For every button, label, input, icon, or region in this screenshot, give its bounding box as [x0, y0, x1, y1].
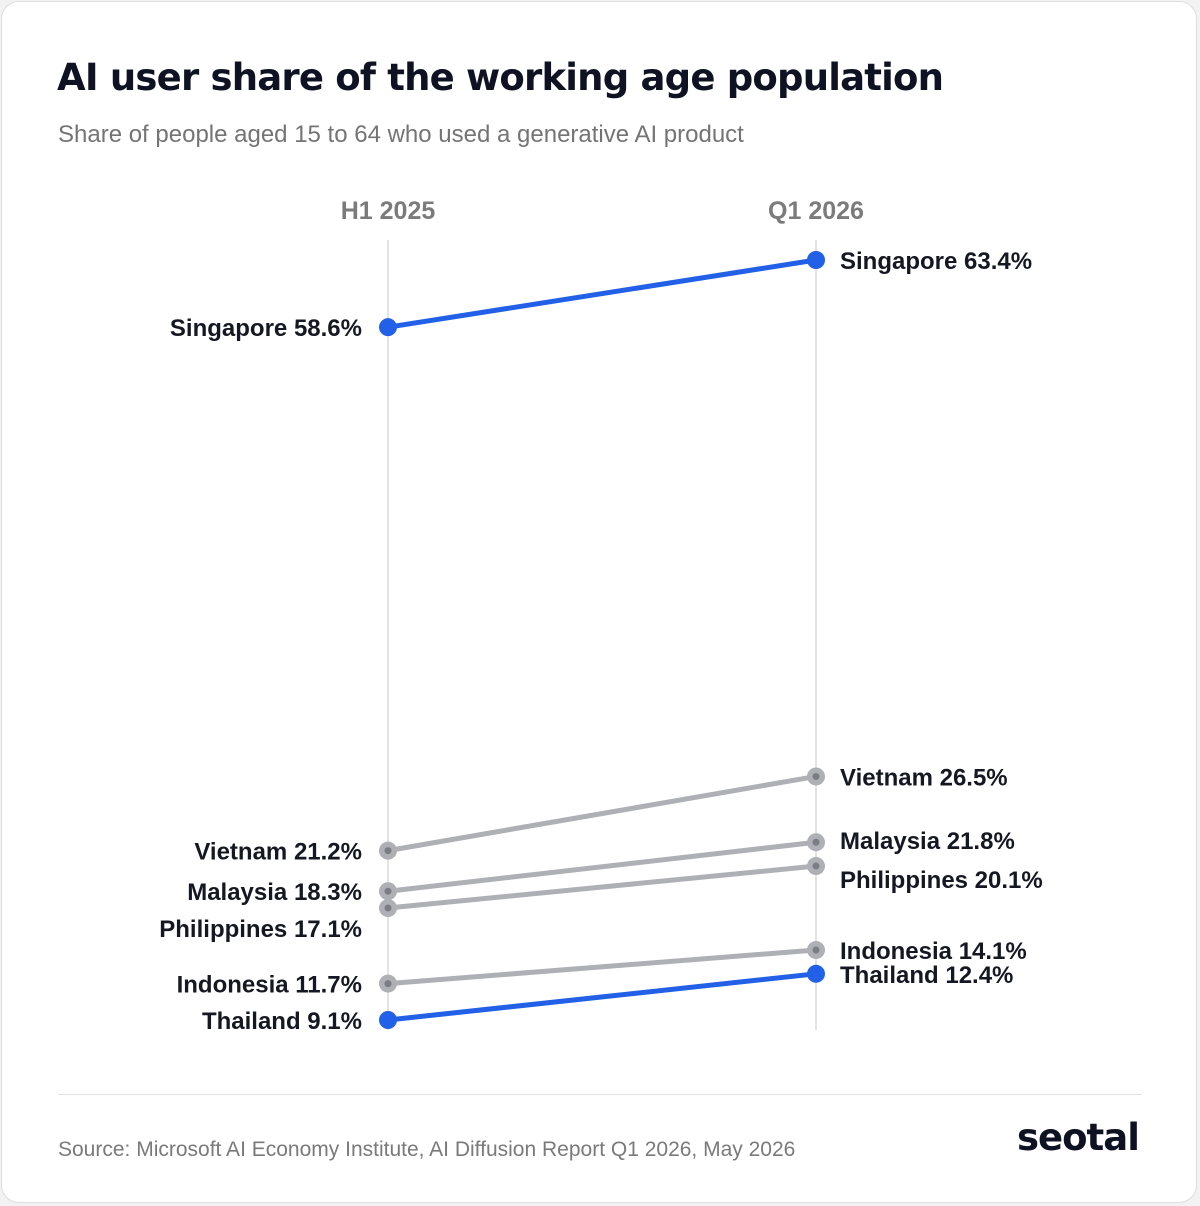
data-point-center-malaysia — [812, 838, 820, 846]
footer-divider — [58, 1094, 1142, 1095]
data-point-thailand-h1-2025 — [379, 1011, 397, 1029]
source-note: Source: Microsoft AI Economy Institute, … — [58, 1138, 796, 1161]
chart-title: AI user share of the working age populat… — [57, 56, 944, 99]
data-label-left: Singapore 58.6% — [170, 315, 362, 342]
series-line-singapore — [385, 257, 819, 330]
data-point-center-philippines — [384, 904, 392, 912]
data-point-center-indonesia — [384, 980, 392, 988]
data-point-center-vietnam — [812, 772, 820, 780]
data-label-left: Indonesia 11.7% — [177, 972, 362, 999]
data-label-right: Singapore 63.4% — [840, 248, 1032, 275]
data-point-center-philippines — [812, 862, 820, 870]
data-point-singapore-q1-2026 — [807, 251, 825, 269]
data-point-center-malaysia — [384, 887, 392, 895]
period-label: Q1 2026 — [768, 197, 864, 225]
series-line-thailand — [385, 971, 819, 1023]
chart-subtitle: Share of people aged 15 to 64 who used a… — [58, 121, 744, 148]
series-line-malaysia — [385, 839, 819, 894]
period-label: H1 2025 — [341, 197, 436, 225]
data-label-right: Thailand 12.4% — [840, 962, 1013, 989]
data-label-left: Malaysia 18.3% — [187, 879, 362, 906]
data-point-thailand-q1-2026 — [807, 964, 825, 983]
data-label-left: Vietnam 21.2% — [194, 839, 362, 866]
series-line-philippines — [385, 863, 819, 911]
data-label-right: Philippines 20.1% — [840, 867, 1043, 894]
data-label-right: Malaysia 21.8% — [840, 828, 1015, 855]
data-label-right: Vietnam 26.5% — [840, 764, 1008, 791]
data-point-singapore-h1-2025 — [379, 318, 397, 337]
data-point-center-vietnam — [384, 847, 392, 855]
brand-logo: seotal — [1017, 1116, 1140, 1159]
data-point-center-indonesia — [812, 946, 820, 954]
series-line-indonesia — [385, 947, 819, 987]
data-label-right: Indonesia 14.1% — [840, 938, 1027, 965]
series-line-vietnam — [385, 773, 819, 854]
data-label-left: Thailand 9.1% — [202, 1008, 362, 1035]
data-label-left: Philippines 17.1% — [159, 916, 362, 943]
